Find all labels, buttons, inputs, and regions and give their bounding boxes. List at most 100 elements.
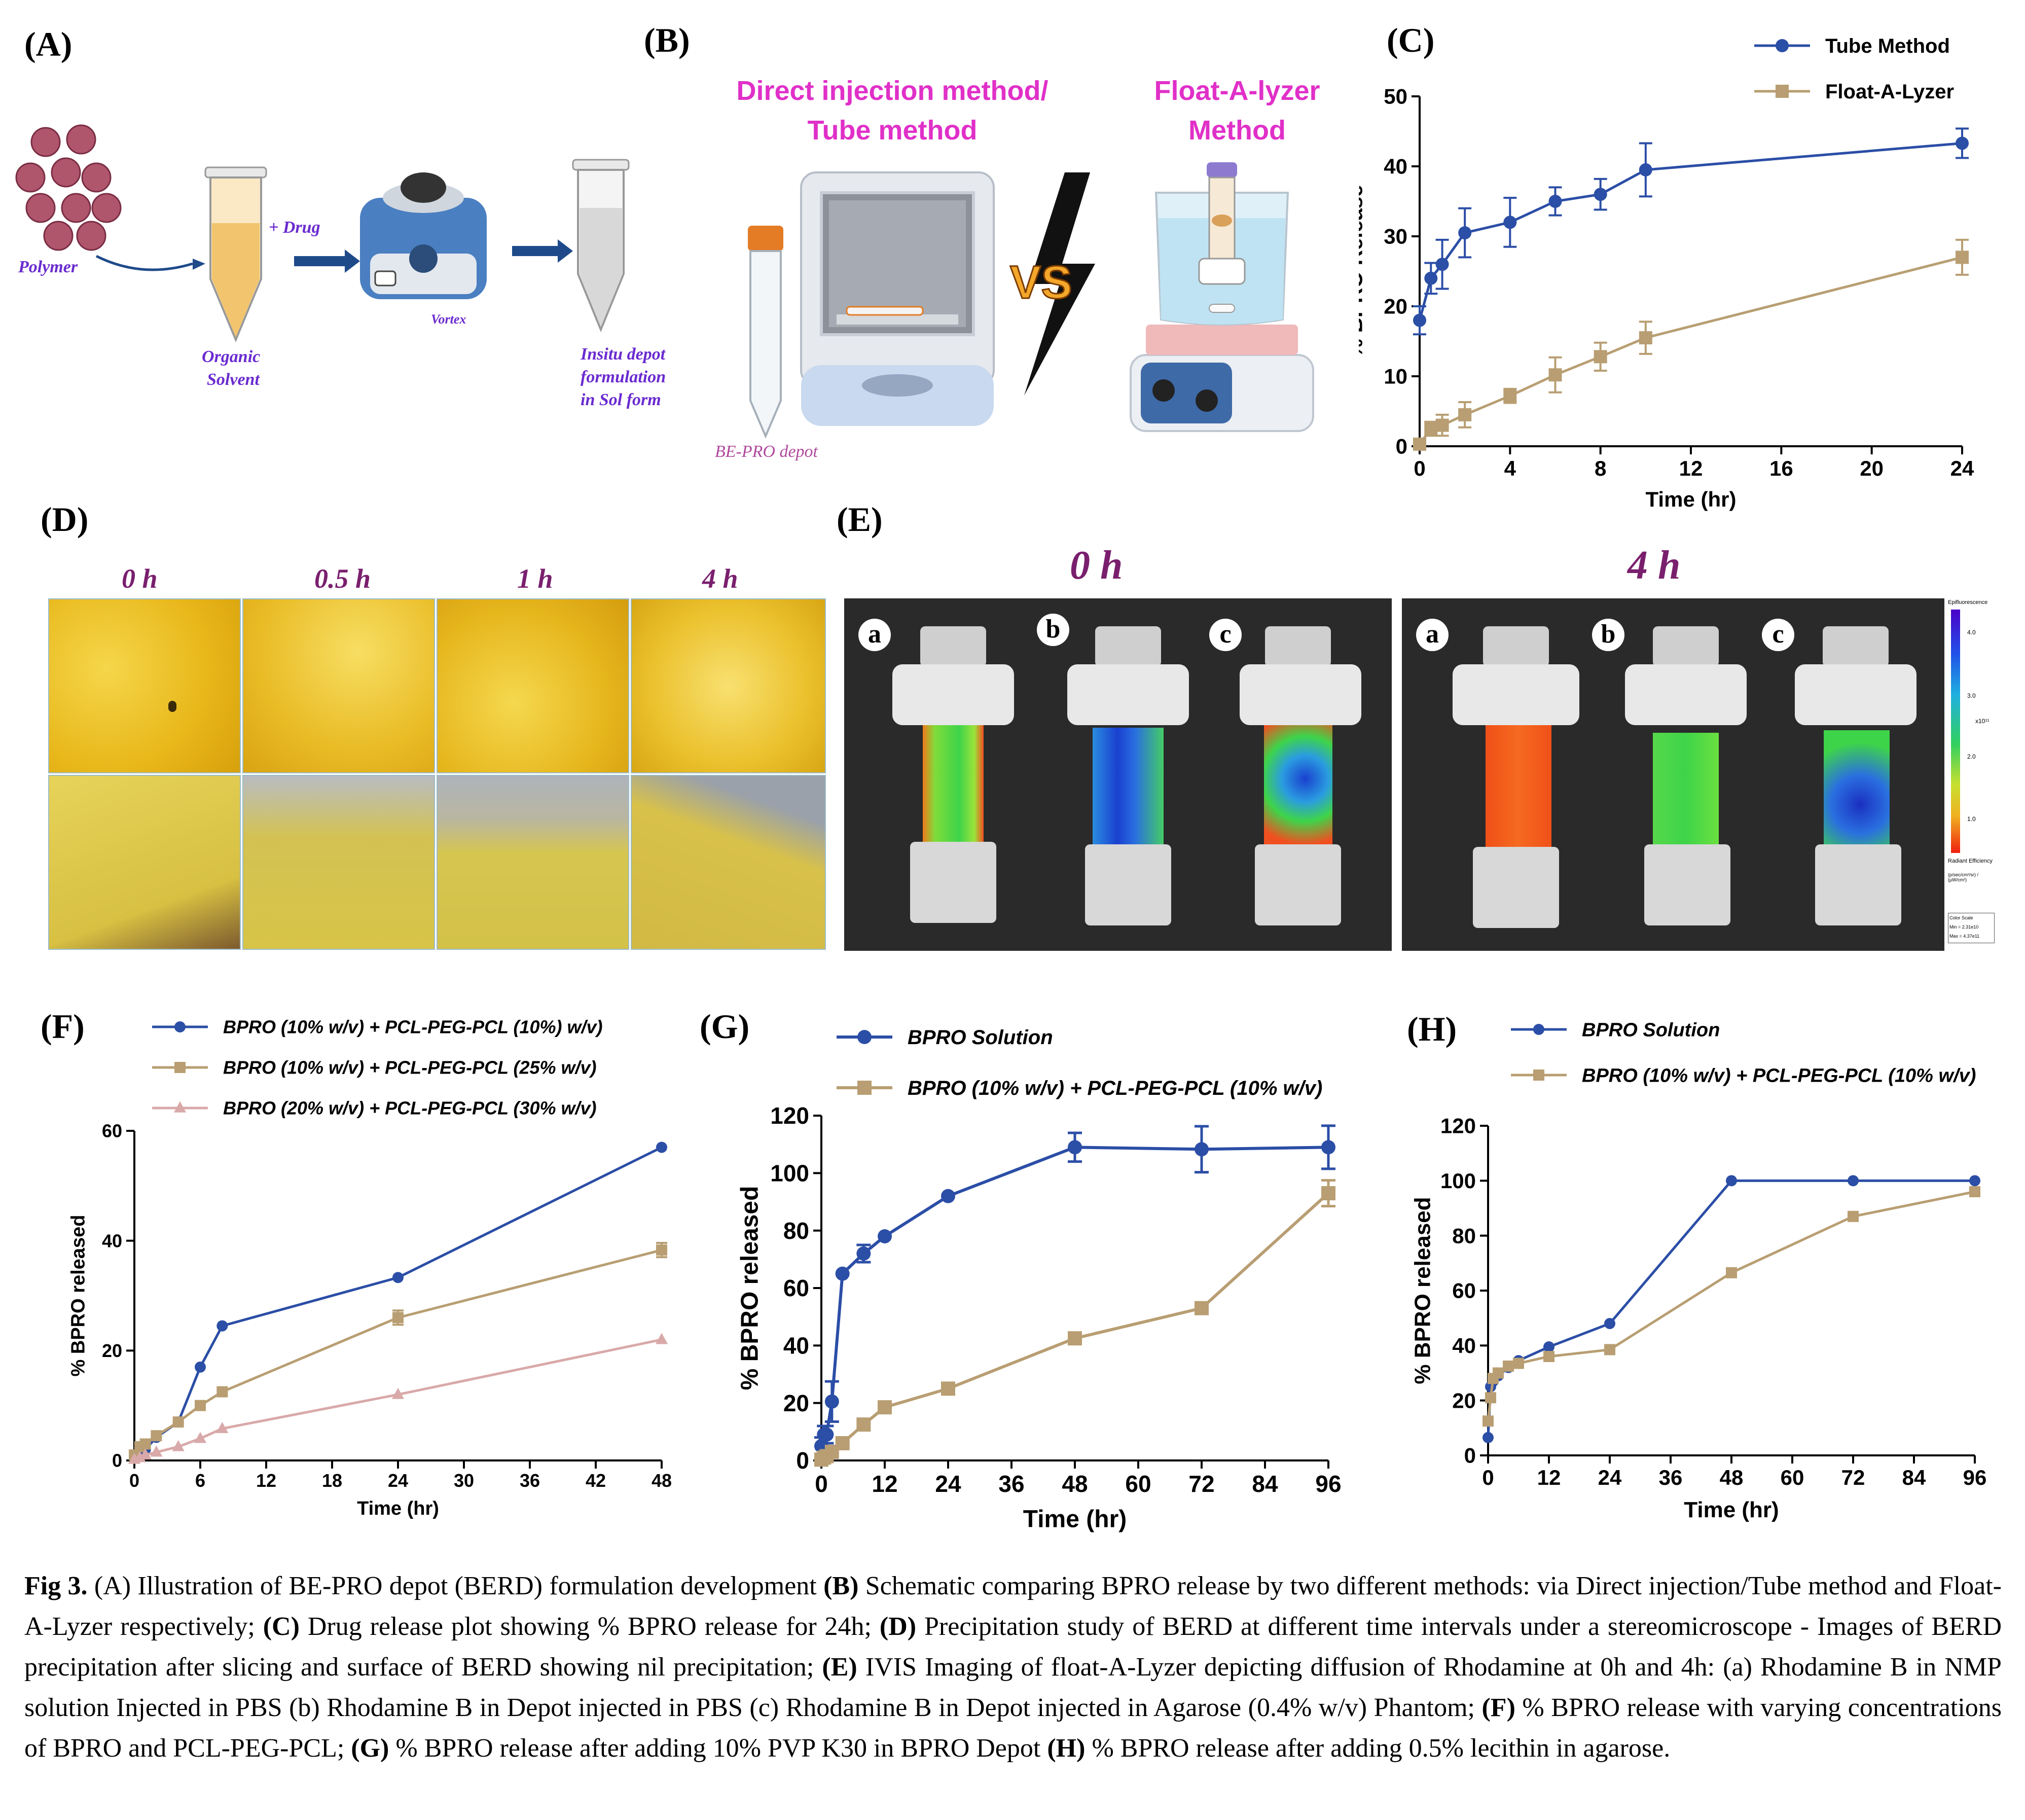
scale-title: Epifluorescence	[1948, 599, 1988, 605]
tube-organic-solvent-icon	[204, 166, 267, 343]
g-data-point	[856, 1246, 871, 1261]
f-data-point	[655, 1333, 668, 1344]
g-series-0	[814, 1124, 1335, 1456]
h-y-tick-label: 120	[1440, 1114, 1476, 1138]
c-series-line	[1418, 141, 1963, 321]
organic-solvent-label-2: Solvent	[207, 370, 260, 389]
c-data-point	[1594, 188, 1607, 201]
panel-a-illustration	[15, 124, 630, 343]
panel-h-letter: (H)	[1407, 1010, 1457, 1048]
f-x-tick-label: 6	[195, 1470, 205, 1491]
f-x-tick-label: 42	[586, 1470, 606, 1491]
h-data-point	[1726, 1267, 1737, 1278]
g-data-point	[835, 1436, 850, 1450]
c-legend-marker	[1776, 85, 1789, 98]
surface-4h	[631, 775, 826, 950]
h-legend-label: BPRO (10% w/v) + PCL-PEG-PCL (10% w/v)	[1582, 1065, 1976, 1086]
insitu-label-1: Insitu depot	[581, 345, 666, 364]
scale-box-max: Max = 4.37e11	[1949, 934, 1980, 939]
f-data-point	[172, 1416, 184, 1428]
tube-label-a-4h: a	[1416, 619, 1449, 651]
c-y-tick-label: 50	[1384, 85, 1407, 109]
f-x-tick-label: 12	[256, 1470, 276, 1491]
g-legend-label: BPRO Solution	[908, 1026, 1053, 1049]
c-data-point	[1413, 437, 1426, 451]
vs-lightning-icon: VS	[1009, 172, 1095, 396]
h-y-tick-label: 20	[1452, 1388, 1476, 1412]
color-scale-bar	[1951, 610, 1960, 853]
incubator-icon	[800, 171, 995, 426]
g-x-tick-label: 48	[1062, 1471, 1088, 1497]
scale-tick-2: 2.0	[1967, 753, 1976, 760]
c-legend-label: Tube Method	[1825, 35, 1950, 57]
f-series-line	[133, 1146, 663, 1459]
f-data-point	[172, 1440, 185, 1451]
h-data-point	[1848, 1175, 1859, 1187]
h-y-tick-label: 40	[1452, 1334, 1476, 1358]
g-series-line	[820, 1192, 1330, 1461]
f-data-point	[195, 1400, 206, 1411]
h-series-0	[1482, 1175, 1980, 1443]
f-data-point	[216, 1421, 229, 1433]
f-legend-label: BPRO (10% w/v) + PCL-PEG-PCL (10%) w/v)	[223, 1017, 603, 1038]
f-y-tick-label: 60	[102, 1121, 122, 1141]
c-x-tick-label: 20	[1860, 456, 1884, 480]
h-data-point	[1503, 1360, 1514, 1372]
f-data-point	[139, 1438, 151, 1450]
falcon-tube-icon	[748, 226, 783, 439]
f-x-tick-label: 18	[322, 1470, 342, 1491]
c-series-1	[1413, 238, 1969, 451]
c-series-0	[1413, 127, 1969, 336]
c-data-point	[1458, 226, 1472, 240]
scale-tick-4: 4.0	[1967, 629, 1976, 636]
h-data-point	[1969, 1175, 1980, 1187]
panel-b-letter: (B)	[644, 21, 690, 59]
g-y-tick-label: 80	[783, 1218, 809, 1244]
h-x-tick-label: 48	[1720, 1466, 1744, 1489]
figure-caption: Fig 3. (A) Illustration of BE-PRO depot …	[24, 1566, 2002, 1769]
caption-e: IVIS Imaging of float-A-Lyzer depicting …	[24, 1653, 2002, 1722]
h-data-point	[1482, 1432, 1494, 1443]
f-x-tick-label: 30	[454, 1470, 474, 1491]
h-data-point	[1543, 1351, 1554, 1362]
f-x-tick-label: 24	[388, 1470, 408, 1491]
h-y-tick-label: 60	[1452, 1279, 1476, 1303]
h-x-axis-label: Time (hr)	[1684, 1497, 1779, 1522]
f-legend-marker	[174, 1062, 186, 1073]
g-x-tick-label: 84	[1252, 1471, 1278, 1497]
f-x-axis-label: Time (hr)	[357, 1498, 439, 1519]
ivis-image-4h: a b c	[1402, 598, 1944, 951]
vortex-label: Vortex	[431, 312, 466, 327]
f-x-tick-label: 0	[129, 1470, 139, 1491]
polymer-label: Polymer	[18, 258, 78, 276]
c-data-point	[1435, 258, 1449, 271]
g-y-tick-label: 0	[796, 1447, 809, 1474]
c-data-point	[1956, 251, 1969, 264]
c-data-point	[1503, 216, 1517, 229]
be-pro-depot-label: BE-PRO depot	[715, 442, 818, 461]
panel-g-letter: (G)	[700, 1007, 750, 1046]
c-data-point	[1548, 368, 1562, 382]
g-data-point	[856, 1417, 871, 1432]
scale-box-min: Min = 2.31e10	[1949, 924, 1979, 930]
c-data-point	[1458, 408, 1472, 421]
g-legend-marker	[857, 1081, 872, 1095]
g-x-tick-label: 72	[1188, 1471, 1214, 1497]
c-data-point	[1413, 313, 1426, 327]
g-y-tick-label: 20	[783, 1390, 809, 1416]
h-series-line	[1487, 1179, 1975, 1438]
g-x-tick-label: 0	[815, 1471, 828, 1497]
c-data-point	[1503, 389, 1517, 403]
c-y-tick-label: 30	[1384, 225, 1407, 248]
f-legend-label: BPRO (20% w/v) + PCL-PEG-PCL (30% w/v)	[223, 1098, 597, 1119]
caption-fig: Fig 3.	[24, 1572, 88, 1600]
time-label-0h-e: 0 h	[1070, 543, 1123, 588]
g-x-axis-label: Time (hr)	[1023, 1506, 1127, 1533]
time-label-4h-d: 4 h	[702, 563, 738, 594]
g-data-point	[819, 1428, 834, 1442]
surface-0h	[48, 775, 241, 950]
g-series-line	[820, 1146, 1329, 1447]
h-data-point	[1485, 1392, 1496, 1404]
f-data-point	[195, 1361, 206, 1373]
panel-b-illustration: VS	[748, 162, 1314, 439]
